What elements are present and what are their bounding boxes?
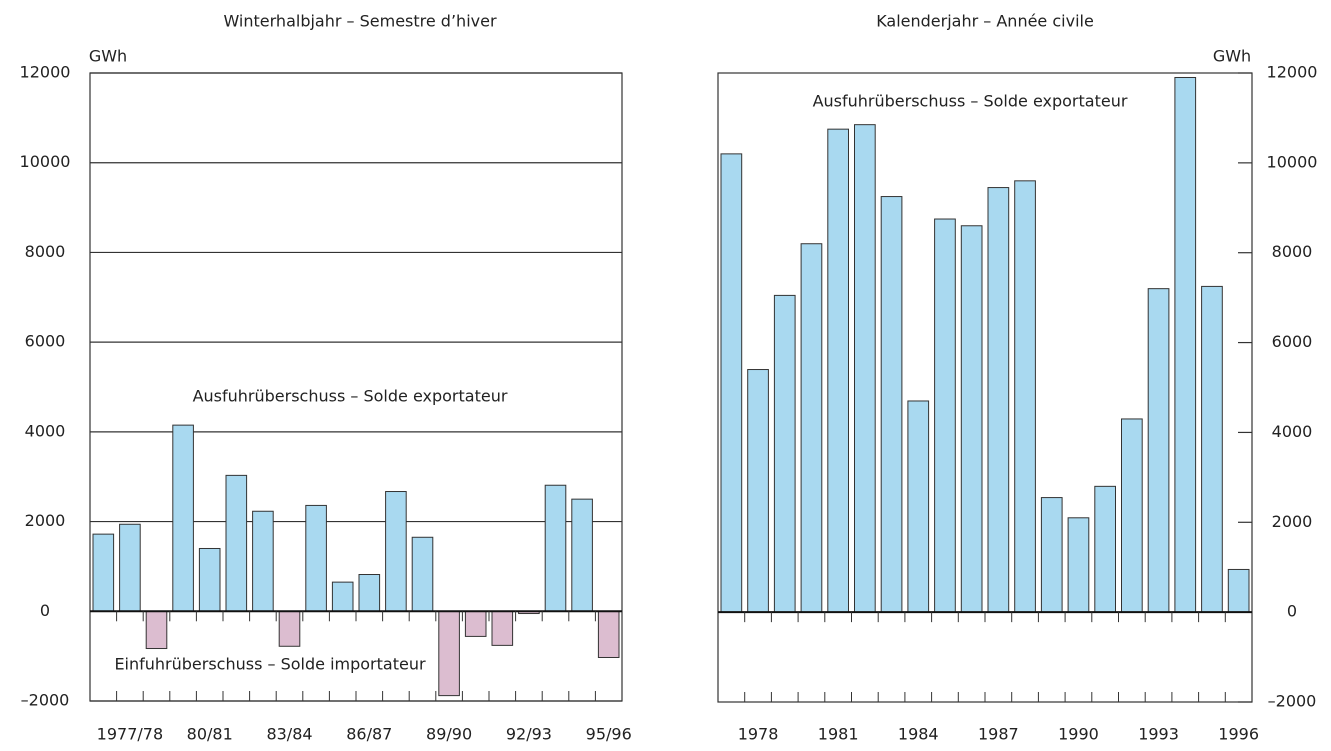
bar [385, 491, 407, 612]
x-tick-label: 1987 [978, 725, 1019, 744]
x-tick-label: 92/93 [506, 725, 552, 744]
y-tick-label: 0 [1287, 602, 1297, 621]
annotation: Ausfuhrüberschuss – Solde exportateur [813, 92, 1128, 111]
y-axis-label: GWh [1213, 47, 1251, 66]
y-tick-label: –2000 [1268, 692, 1317, 711]
y-tick-label: 4000 [1272, 422, 1313, 441]
bar [1121, 418, 1143, 613]
bar [1174, 76, 1197, 613]
bar [720, 153, 743, 613]
bar [438, 610, 460, 697]
plot-frame [717, 72, 1253, 703]
bar [305, 504, 327, 612]
bar [1067, 517, 1090, 613]
bar [225, 474, 248, 612]
y-axis-label: GWh [89, 47, 127, 66]
chart-title: Winterhalbjahr – Semestre d’hiver [223, 12, 496, 31]
bar [747, 369, 769, 613]
y-tick-label: 6000 [1272, 332, 1313, 351]
bar [1040, 497, 1063, 613]
x-tick-label: 83/84 [266, 725, 312, 744]
y-tick-label: 8000 [25, 242, 66, 261]
bar [544, 484, 567, 612]
y-tick-label: –2000 [21, 691, 70, 710]
y-tick-label: 0 [40, 601, 50, 620]
chart-title: Kalenderjahr – Année civile [876, 12, 1094, 31]
bar [464, 610, 487, 637]
y-tick-label: 10000 [1267, 152, 1318, 171]
bar [1094, 485, 1117, 613]
x-tick-label: 1990 [1058, 725, 1099, 744]
bar [1147, 288, 1170, 613]
bar [1014, 180, 1036, 613]
bar [827, 128, 849, 613]
y-tick-label: 8000 [1272, 242, 1313, 261]
x-tick-label: 80/81 [187, 725, 233, 744]
bar [854, 124, 876, 613]
x-tick-label: 86/87 [346, 725, 392, 744]
bar [411, 536, 434, 612]
bar [358, 574, 381, 612]
bar [1227, 568, 1250, 613]
x-tick-label: 1978 [738, 725, 779, 744]
x-tick-label: 89/90 [426, 725, 472, 744]
bar [252, 510, 274, 612]
y-tick-label: 4000 [25, 421, 66, 440]
annotation: Einfuhrüberschuss – Solde importateur [114, 655, 426, 674]
bar [907, 400, 930, 613]
bar [331, 581, 354, 612]
bar [119, 523, 141, 612]
bar [278, 610, 301, 647]
bar [1201, 285, 1223, 613]
bar [198, 547, 221, 612]
x-tick-label: 95/96 [586, 725, 632, 744]
bar [145, 610, 168, 650]
y-tick-label: 2000 [1272, 512, 1313, 531]
y-tick-label: 2000 [25, 511, 66, 530]
x-tick-label: 1977/78 [97, 725, 163, 744]
y-tick-label: 12000 [1267, 63, 1318, 82]
bar [800, 243, 823, 613]
bar [960, 225, 983, 613]
bar [880, 196, 903, 613]
y-tick-label: 12000 [20, 63, 71, 82]
annotation: Ausfuhrüberschuss – Solde exportateur [193, 387, 508, 406]
x-tick-label: 1984 [898, 725, 939, 744]
bar [773, 294, 796, 613]
y-tick-label: 6000 [25, 332, 66, 351]
x-tick-label: 1981 [818, 725, 859, 744]
bar [934, 218, 956, 613]
x-tick-label: 1996 [1218, 725, 1259, 744]
bar [987, 187, 1010, 613]
bar [92, 533, 115, 612]
bar [172, 424, 194, 612]
x-tick-label: 1993 [1138, 725, 1179, 744]
y-tick-label: 10000 [20, 152, 71, 171]
bar [491, 610, 514, 646]
bar [571, 498, 593, 612]
bar [597, 610, 620, 658]
